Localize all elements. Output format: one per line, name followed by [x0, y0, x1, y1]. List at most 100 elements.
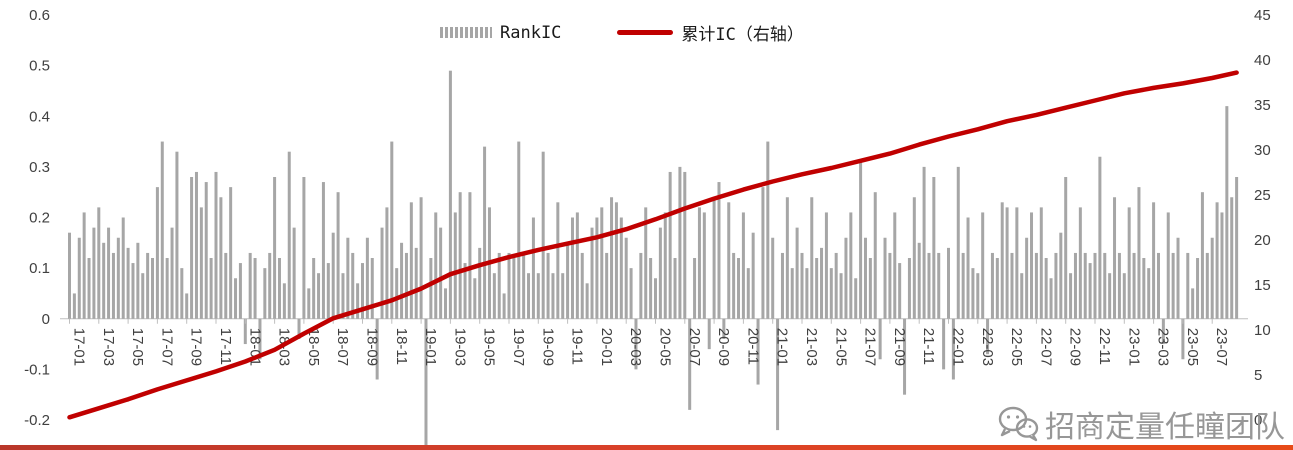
rankic-bar: [951, 318, 955, 380]
legend-label-rankic: RankIC: [500, 22, 562, 43]
x-axis-label: 21-11: [920, 328, 937, 365]
right-axis-tick-label: 30: [1254, 142, 1271, 159]
rankic-bar: [683, 171, 687, 319]
x-axis-label: 19-01: [422, 328, 439, 366]
rankic-bar: [732, 252, 736, 319]
right-axis-tick-label: 40: [1254, 52, 1271, 69]
rankic-bar: [468, 192, 472, 319]
rankic-bar: [375, 318, 379, 380]
rankic-bar: [87, 258, 91, 319]
rankic-bar: [111, 252, 115, 319]
rankic-bar: [854, 278, 858, 319]
rankic-bar: [1083, 252, 1087, 319]
rankic-bar: [766, 141, 770, 319]
rankic-bar: [859, 161, 863, 319]
rankic-bar: [849, 212, 853, 319]
rankic-bar: [741, 212, 745, 319]
rankic-bar: [1108, 273, 1112, 319]
cumulative-ic-line-swatch-icon: [617, 30, 674, 35]
rankic-bar: [126, 247, 130, 319]
rankic-bar: [351, 252, 355, 319]
x-axis-label: 17-11: [217, 328, 234, 365]
x-axis-label: 18-07: [334, 328, 351, 366]
rankic-bar: [68, 232, 71, 319]
rankic-bar: [473, 278, 477, 319]
rankic-bar: [463, 263, 467, 319]
rankic-bar: [1166, 212, 1170, 319]
rankic-bar: [947, 247, 950, 319]
rankic-bar: [273, 177, 277, 319]
rankic-bar: [492, 273, 496, 319]
rankic-bar: [209, 258, 213, 319]
left-axis-tick-label: 0.6: [29, 7, 50, 24]
rankic-bar: [1098, 156, 1102, 319]
legend: RankIC 累计IC（右轴）: [440, 20, 804, 45]
rankic-bar: [356, 283, 360, 319]
rankic-bar: [1220, 212, 1224, 319]
rankic-bar: [898, 263, 902, 319]
rankic-bar: [1181, 318, 1185, 360]
rankic-bar: [1113, 197, 1117, 319]
left-axis-tick-label: 0.3: [29, 159, 50, 176]
rankic-bar: [780, 252, 784, 319]
rankic-bar: [82, 212, 86, 319]
rankic-bar: [912, 197, 916, 319]
rankic-bar: [1132, 252, 1136, 319]
x-axis-label: 20-05: [657, 328, 674, 366]
rankic-bar: [986, 318, 990, 355]
rankic-bar: [204, 182, 208, 319]
rankic-bar: [649, 258, 653, 319]
rankic-bar: [1005, 207, 1009, 319]
rankic-bar: [253, 258, 257, 319]
rankic-bar: [942, 318, 946, 370]
rankic-bar: [414, 247, 418, 319]
rankic-bar: [175, 151, 179, 319]
rankic-bar: [1044, 258, 1048, 319]
rankic-bar: [1117, 252, 1121, 319]
left-axis-tick-label: -0.1: [24, 361, 50, 378]
rankic-bar: [903, 318, 907, 395]
rankic-bar: [185, 293, 189, 319]
rankic-bar: [751, 232, 755, 319]
rankic-bar: [922, 166, 926, 319]
rankic-bar: [361, 263, 364, 319]
rankic-bar: [1200, 192, 1204, 319]
right-axis-tick-label: 25: [1254, 187, 1271, 204]
rankic-bar: [1039, 207, 1043, 319]
rankic-bar: [346, 237, 350, 319]
rankic-bar: [1064, 177, 1068, 319]
rankic-bar: [444, 288, 448, 319]
rankic-bar: [820, 247, 824, 319]
rankic-bar: [155, 187, 159, 319]
rankic-bar: [336, 192, 340, 319]
rankic-bar: [400, 242, 404, 319]
rankic-bar: [693, 258, 697, 319]
x-axis-label: 22-03: [979, 328, 996, 366]
rankic-bar: [785, 197, 789, 319]
rankic-bar: [1225, 106, 1229, 319]
rankic-bar: [229, 187, 233, 319]
rankic-bar: [385, 207, 389, 319]
rankic-bar: [556, 202, 560, 319]
rankic-bar: [1034, 252, 1038, 319]
right-axis-tick-label: 5: [1254, 367, 1262, 384]
right-axis-tick-label: 0: [1254, 412, 1262, 429]
rankic-bar: [834, 252, 838, 319]
watermark: 招商定量任瞳团队: [997, 402, 1285, 446]
rankic-bar: [629, 268, 633, 319]
rankic-bar: [190, 177, 194, 319]
x-axis-label: 17-03: [100, 328, 117, 366]
rankic-bar: [292, 227, 296, 319]
rankic-bar: [194, 171, 198, 319]
x-axis-label: 21-01: [774, 328, 791, 366]
rankic-bar: [1010, 252, 1014, 319]
rankic-bar: [717, 182, 721, 319]
rankic-bar: [502, 293, 506, 319]
rankic-bar: [893, 212, 897, 319]
x-axis-label: 23-07: [1213, 328, 1230, 366]
rankic-bar: [634, 318, 638, 370]
rankic-bar: [248, 252, 252, 319]
left-axis-tick-label: 0.4: [29, 108, 50, 125]
rankic-bar: [1230, 197, 1234, 319]
